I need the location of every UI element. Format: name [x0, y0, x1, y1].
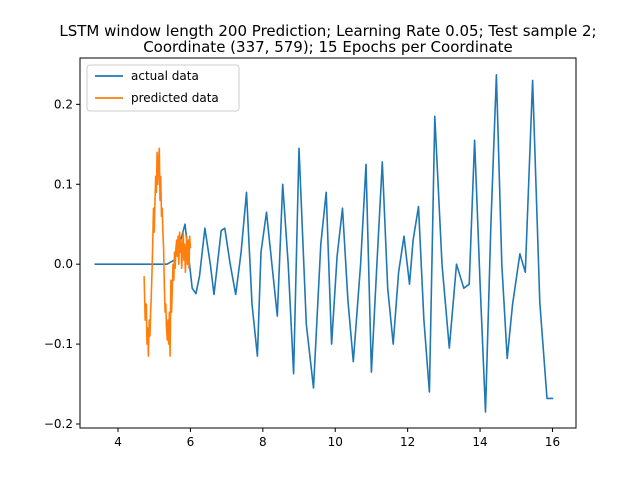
y-tick-label: 0.0 [54, 257, 73, 271]
series-line-actual-data [94, 74, 554, 413]
y-tick-label: −0.2 [44, 417, 73, 431]
plot-frame [79, 57, 577, 429]
y-tick-label: 0.2 [54, 97, 73, 111]
legend-box [86, 64, 240, 112]
ticks-layer: 4 6 8 10 12 14 16 −0.2 −0.1 0.0 0.1 0.2 [44, 97, 560, 449]
x-tick-label: 14 [472, 435, 487, 449]
legend-label-predicted-data: predicted data [131, 91, 219, 105]
x-tick-label: 16 [545, 435, 560, 449]
legend-label-actual-data: actual data [131, 69, 199, 83]
x-tick-label: 4 [114, 435, 122, 449]
x-tick-label: 10 [328, 435, 343, 449]
y-tick-label: 0.1 [54, 177, 73, 191]
series-layer [94, 74, 554, 413]
chart-title-line-2: Coordinate (337, 579); 15 Epochs per Coo… [143, 38, 513, 56]
x-tick-label: 8 [259, 435, 267, 449]
series-line-predicted-data [143, 147, 192, 357]
x-tick-label: 6 [187, 435, 195, 449]
legend: actual data predicted data [86, 64, 240, 112]
y-tick-label: −0.1 [44, 337, 73, 351]
chart-title-line-1: LSTM window length 200 Prediction; Learn… [59, 22, 596, 40]
x-tick-label: 12 [400, 435, 415, 449]
